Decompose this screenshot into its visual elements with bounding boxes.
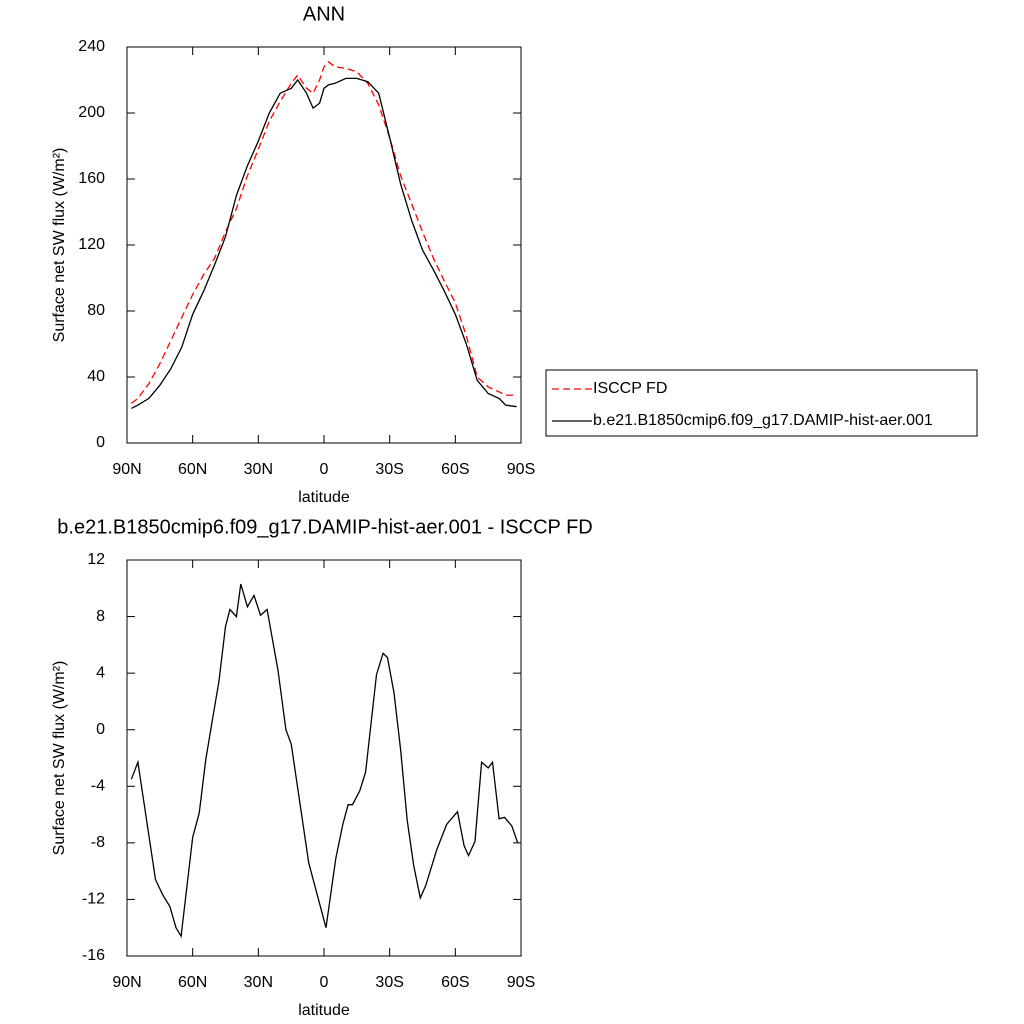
- y-axis-label: Surface net SW flux (W/m²): [51, 661, 68, 856]
- line: [130, 583, 519, 939]
- line: [131, 60, 517, 404]
- y-tick-label: 0: [96, 434, 105, 451]
- y-tick-label: 240: [78, 38, 105, 55]
- y-tick-label: -4: [91, 778, 105, 795]
- x-tick-label: 90S: [507, 461, 535, 478]
- x-tick-label: 90S: [507, 974, 535, 991]
- y-tick-label: 80: [87, 302, 105, 319]
- y-tick-label: -8: [91, 834, 105, 851]
- x-tick-label: 30S: [375, 974, 403, 991]
- x-tick-label: 60S: [441, 461, 469, 478]
- x-tick-label: 0: [320, 461, 329, 478]
- y-tick-label: 8: [96, 608, 105, 625]
- x-tick-label: 60S: [441, 974, 469, 991]
- chart-title: ANN: [303, 3, 345, 25]
- y-tick-label: 40: [87, 368, 105, 385]
- chart-title: b.e21.B1850cmip6.f09_g17.DAMIP-hist-aer.…: [57, 516, 592, 538]
- y-tick-label: 4: [96, 664, 105, 681]
- y-tick-label: 120: [78, 236, 105, 253]
- x-tick-label: 60N: [178, 461, 207, 478]
- y-tick-label: -12: [82, 891, 105, 908]
- legend-box: [545, 369, 978, 437]
- y-tick-label: 12: [87, 551, 105, 568]
- legend-label: b.e21.B1850cmip6.f09_g17.DAMIP-hist-aer.…: [593, 412, 933, 429]
- y-axis-label: Surface net SW flux (W/m²): [51, 148, 68, 343]
- plot-frame: [126, 46, 522, 444]
- x-tick-label: 90N: [112, 461, 141, 478]
- y-tick-label: -16: [82, 947, 105, 964]
- legend-label: ISCCP FD: [593, 380, 667, 397]
- x-tick-label: 30S: [375, 461, 403, 478]
- x-tick-label: 30N: [244, 974, 273, 991]
- x-axis-label: latitude: [298, 1002, 350, 1019]
- line: [131, 77, 517, 409]
- x-tick-label: 60N: [178, 974, 207, 991]
- y-tick-label: 200: [78, 104, 105, 121]
- y-tick-label: 0: [96, 721, 105, 738]
- x-tick-label: 0: [320, 974, 329, 991]
- x-axis-label: latitude: [298, 489, 350, 506]
- x-tick-label: 90N: [112, 974, 141, 991]
- x-tick-label: 30N: [244, 461, 273, 478]
- y-tick-label: 160: [78, 170, 105, 187]
